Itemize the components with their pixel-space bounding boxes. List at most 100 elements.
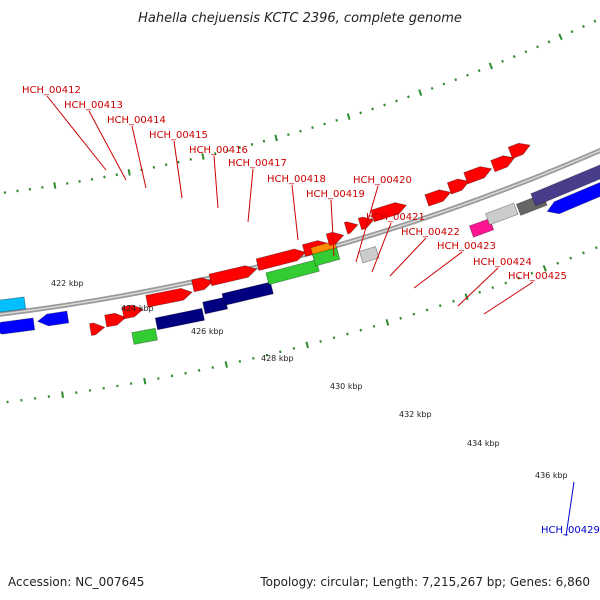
tick-dot [569, 256, 573, 260]
tick-dot [594, 246, 598, 250]
tick-dot [311, 126, 314, 129]
gene-feature-red [490, 155, 516, 173]
tick-dot [332, 336, 336, 340]
gene-label[interactable]: HCH_00412 [22, 85, 81, 96]
scale-tick-label: 434 kbp [467, 439, 500, 448]
feature-track [0, 142, 600, 345]
tick-dot [512, 55, 516, 59]
leader-line [413, 251, 463, 289]
tick-dot [454, 78, 458, 82]
tick-dot [224, 361, 228, 368]
gene-feature-lightgray [484, 202, 519, 226]
tick-dot [238, 146, 241, 149]
gene-label[interactable]: HCH_00424 [473, 257, 532, 268]
tick-dot [152, 165, 156, 169]
gene-feature-red [208, 265, 258, 287]
tick-dot [383, 103, 386, 107]
tick-dot [570, 30, 574, 34]
gene-feature-red [191, 277, 214, 293]
leader-line [457, 267, 499, 307]
gene-feature-navy [221, 281, 274, 306]
gene-feature-green [131, 327, 158, 345]
gene-feature-red [424, 189, 452, 207]
tick-dot [477, 69, 481, 73]
gene-feature-red [89, 322, 106, 336]
tick-dot [466, 73, 469, 77]
tick-dot [127, 169, 131, 176]
tick-dot [279, 350, 282, 354]
leader-line [483, 281, 534, 315]
tick-dot [430, 86, 434, 90]
tick-dot [385, 319, 390, 326]
gene-label[interactable]: HCH_00413 [64, 100, 123, 111]
gene-feature-red [121, 304, 144, 320]
gene-feature-red [145, 287, 193, 308]
gene-feature-navy [154, 307, 205, 331]
gene-label[interactable]: HCH_00420 [353, 175, 412, 186]
gene-feature-red [370, 202, 408, 223]
tick-dot [323, 122, 326, 126]
tick-dot [359, 111, 362, 115]
tick-dot [491, 286, 495, 290]
leader-line [565, 481, 575, 537]
gene-feature-red [325, 231, 345, 246]
tick-dot [262, 139, 266, 143]
tick-dot [103, 175, 106, 179]
gene-feature-red [343, 221, 359, 235]
gene-label[interactable]: HCH_00419 [306, 189, 365, 200]
tick-dot [452, 299, 455, 303]
tick-dot [530, 271, 534, 275]
leader-line [389, 237, 427, 277]
tick-dot [292, 346, 296, 350]
tick-dot [412, 312, 416, 316]
tick-dot [287, 133, 290, 136]
tick-dot [164, 163, 168, 167]
tick-dot [438, 304, 442, 308]
gene-label[interactable]: HCH_00414 [107, 115, 166, 126]
gene-feature-magenta [468, 218, 495, 238]
gene-label[interactable]: HCH_00421 [366, 212, 425, 223]
gene-label[interactable]: HCH_00417 [228, 158, 287, 169]
map-title: Hahella chejuensis KCTC 2396, complete g… [138, 11, 462, 26]
tick-dot [524, 50, 528, 54]
gene-label[interactable]: HCH_00415 [149, 130, 208, 141]
gene-feature-red [357, 216, 375, 231]
tick-dot [425, 308, 429, 312]
gene-feature-slate [530, 164, 600, 207]
tick-dot [407, 95, 410, 99]
gene-label[interactable]: HCH_00416 [189, 145, 248, 156]
tick-dot [211, 366, 214, 369]
leader-line [131, 125, 147, 189]
tick-dot [143, 377, 147, 385]
gene-label[interactable]: HCH_00429 [541, 525, 600, 536]
tick-dot [464, 293, 469, 301]
gene-label[interactable]: HCH_00422 [401, 227, 460, 238]
tick-dot [252, 356, 255, 360]
gene-label[interactable]: HCH_00418 [267, 174, 326, 185]
scale-tick-label: 436 kbp [535, 471, 568, 480]
scale-tick-label: 424 kbp [121, 304, 154, 313]
scale-tick-label: 422 kbp [51, 279, 84, 288]
leader-line [247, 168, 254, 223]
gene-label[interactable]: HCH_00423 [437, 241, 496, 252]
leader-line [46, 95, 107, 171]
scale-tick-label: 432 kbp [399, 410, 432, 419]
gene-feature-red [104, 312, 127, 328]
tick-dot [346, 332, 349, 336]
tick-dot [359, 328, 363, 332]
gene-label[interactable]: HCH_00425 [508, 271, 567, 282]
gene-feature-green [265, 259, 320, 286]
label-leader-lines [46, 95, 575, 537]
tick-dot [157, 377, 160, 380]
tick-dot [189, 157, 192, 161]
tick-dot [542, 264, 547, 272]
gene-feature-blue [546, 182, 600, 215]
tick-dot [299, 129, 302, 133]
tick-dot [504, 281, 508, 285]
tick-dot [90, 177, 94, 181]
tick-dot [238, 360, 242, 363]
tick-dot [593, 19, 597, 23]
tick-dot [371, 107, 374, 111]
